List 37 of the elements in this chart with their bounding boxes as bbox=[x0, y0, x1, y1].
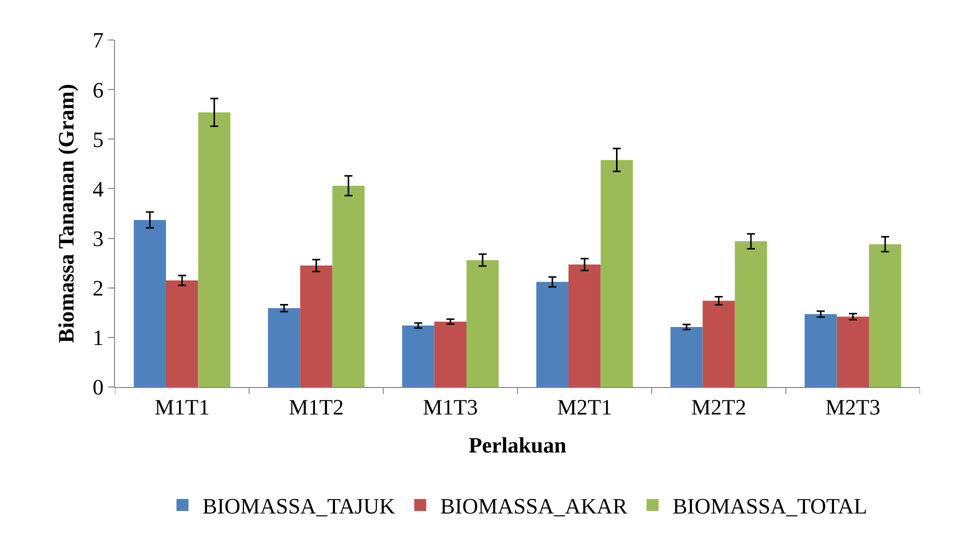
x-tick-label: M1T3 bbox=[422, 394, 478, 420]
y-tick-label: 6 bbox=[92, 77, 104, 102]
legend-label: BIOMASSA_AKAR bbox=[440, 494, 628, 519]
x-tick-label: M1T1 bbox=[154, 394, 210, 420]
bar bbox=[166, 280, 198, 387]
bar bbox=[804, 314, 837, 387]
bar bbox=[600, 160, 633, 387]
y-tick-label: 7 bbox=[92, 28, 104, 53]
x-tick-label: M2T1 bbox=[557, 394, 612, 420]
bar bbox=[869, 244, 902, 387]
bar bbox=[670, 327, 703, 387]
bar bbox=[434, 322, 467, 387]
bar bbox=[568, 264, 601, 387]
bar bbox=[702, 300, 735, 387]
x-tick-label: M1T2 bbox=[288, 394, 344, 420]
x-axis-title: Perlakuan bbox=[468, 432, 566, 458]
bar bbox=[402, 326, 434, 387]
y-tick-label: 3 bbox=[92, 226, 104, 251]
y-tick-label: 5 bbox=[92, 126, 104, 152]
bar bbox=[134, 220, 166, 387]
bar bbox=[466, 260, 499, 387]
bar bbox=[198, 112, 230, 387]
y-tick-label: 2 bbox=[92, 276, 104, 301]
bar bbox=[836, 316, 870, 387]
legend-label: BIOMASSA_TAJUK bbox=[202, 494, 396, 519]
bar bbox=[734, 241, 768, 387]
y-tick-label: 0 bbox=[92, 374, 104, 400]
bar bbox=[536, 282, 568, 387]
bar bbox=[332, 186, 365, 387]
bar bbox=[268, 308, 300, 387]
legend-label: BIOMASSA_TOTAL bbox=[672, 494, 868, 519]
y-tick-label: 4 bbox=[92, 176, 104, 202]
bar bbox=[300, 266, 332, 387]
y-axis-title: Biomassa Tanaman (Gram) bbox=[53, 84, 78, 344]
x-tick-label: M2T3 bbox=[825, 394, 880, 420]
x-tick-label: M2T2 bbox=[691, 394, 746, 420]
y-tick-label: 1 bbox=[92, 325, 104, 350]
